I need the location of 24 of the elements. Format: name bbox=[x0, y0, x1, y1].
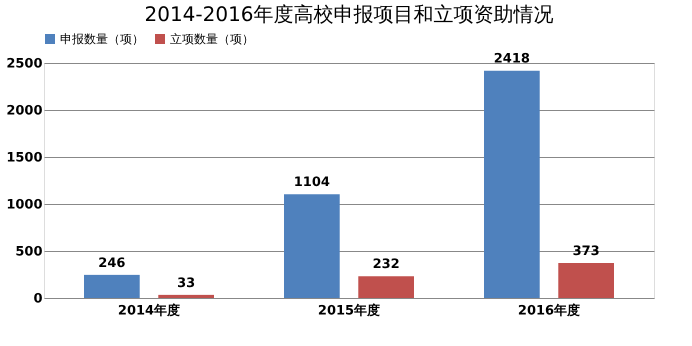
legend-label: 立项数量（项） bbox=[170, 32, 254, 46]
chart-title: 2014-2016年度高校申报项目和立项资助情况 bbox=[144, 2, 554, 26]
y-tick-label: 1000 bbox=[6, 198, 42, 212]
legend-label: 申报数量（项） bbox=[60, 32, 144, 46]
bar bbox=[358, 276, 414, 298]
y-tick-label: 2000 bbox=[6, 104, 42, 118]
data-label: 1104 bbox=[294, 175, 330, 190]
y-tick-label: 2500 bbox=[6, 56, 42, 72]
x-tick-label: 2015年度 bbox=[318, 302, 380, 318]
y-tick-label: 0 bbox=[33, 292, 42, 306]
data-label: 246 bbox=[98, 256, 126, 271]
bar bbox=[158, 294, 214, 298]
data-label: 2418 bbox=[494, 52, 530, 67]
x-tick-label: 2014年度 bbox=[118, 302, 180, 318]
bar bbox=[284, 194, 340, 298]
bar bbox=[84, 274, 140, 298]
y-tick-label: 1500 bbox=[6, 150, 42, 166]
bar bbox=[484, 70, 540, 298]
data-label: 33 bbox=[177, 276, 196, 291]
bar bbox=[558, 262, 614, 298]
data-label: 232 bbox=[372, 257, 400, 272]
data-label: 373 bbox=[572, 244, 600, 259]
x-tick-label: 2016年度 bbox=[518, 302, 580, 318]
y-tick-label: 500 bbox=[15, 244, 42, 260]
